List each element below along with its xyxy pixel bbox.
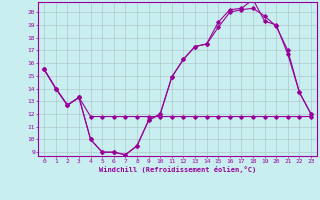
X-axis label: Windchill (Refroidissement éolien,°C): Windchill (Refroidissement éolien,°C) — [99, 166, 256, 173]
